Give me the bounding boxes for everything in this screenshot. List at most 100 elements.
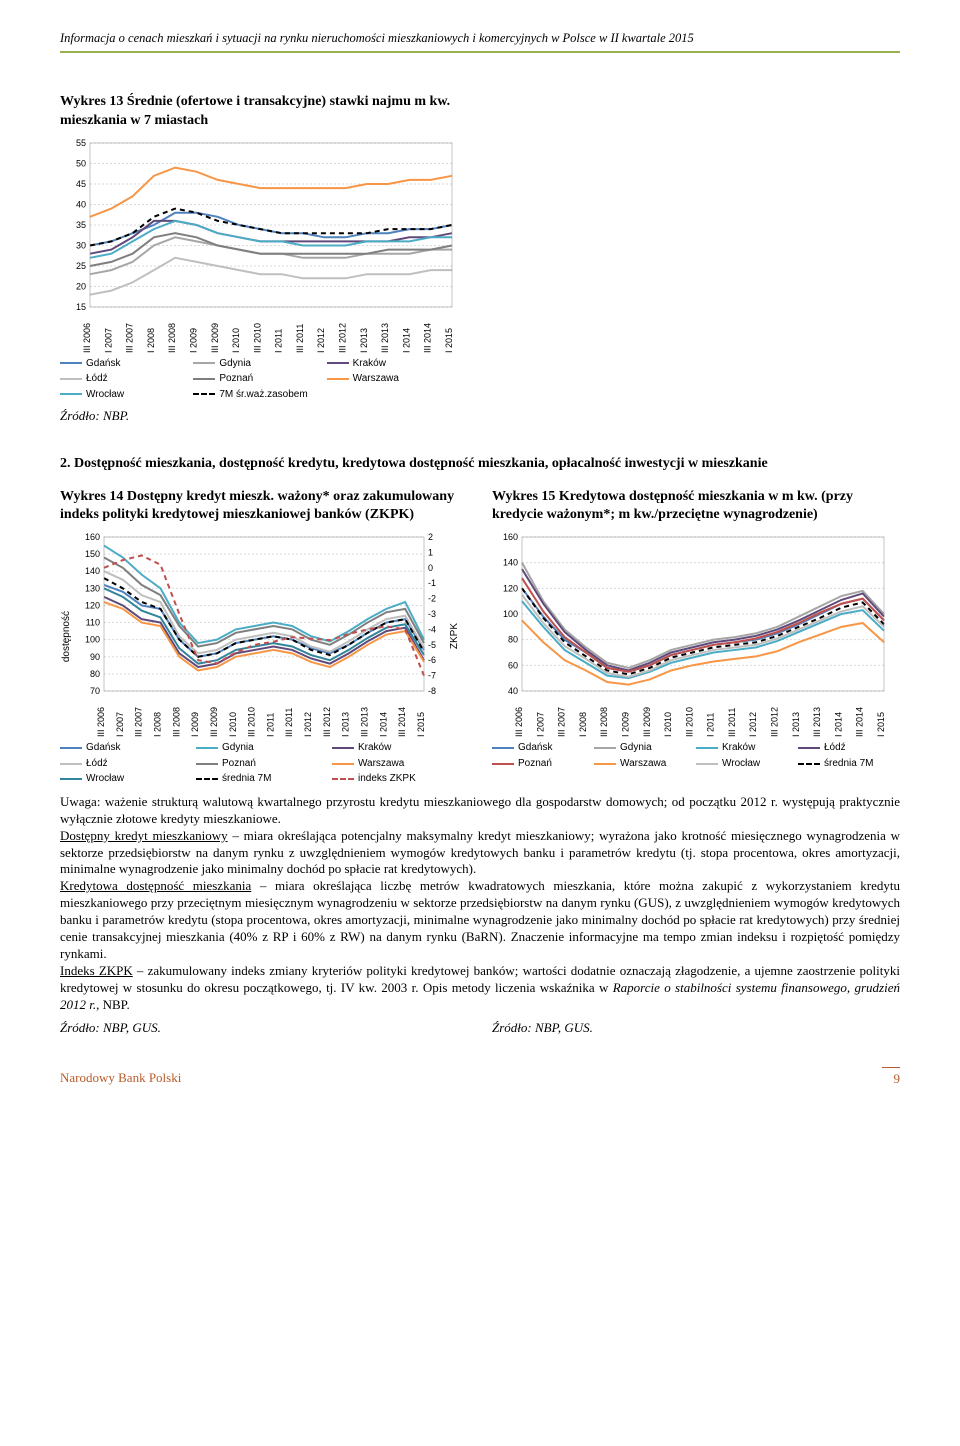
chart-14-source: Źródło: NBP, GUS. [60,1019,468,1037]
svg-text:2: 2 [428,532,433,542]
svg-text:100: 100 [84,635,99,645]
svg-text:100: 100 [503,609,518,619]
svg-text:I 2007: I 2007 [103,328,113,353]
page-footer: Narodowy Bank Polski 9 [60,1067,900,1088]
svg-text:130: 130 [84,584,99,594]
legend-item: Warszawa [594,757,696,771]
legend-item: Łódź [60,757,196,771]
chart-13-legend: GdańskGdyniaKrakówŁódźPoznańWarszawaWroc… [60,357,460,404]
svg-text:35: 35 [76,220,86,230]
svg-text:III 2007: III 2007 [557,707,567,737]
legend-item: Kraków [327,357,460,371]
legend-item: Łódź [798,741,900,755]
svg-text:-4: -4 [428,625,436,635]
svg-text:40: 40 [76,199,86,209]
svg-text:55: 55 [76,138,86,148]
svg-text:III 2011: III 2011 [284,708,294,737]
svg-text:-3: -3 [428,609,436,619]
svg-text:160: 160 [503,532,518,542]
svg-text:I 2015: I 2015 [444,328,454,353]
svg-text:80: 80 [89,669,99,679]
svg-text:I 2015: I 2015 [416,712,426,737]
legend-swatch [798,763,820,765]
chart-15: Wykres 15 Kredytowa dostępność mieszkani… [492,488,900,788]
legend-item: Kraków [696,741,798,755]
legend-item [327,388,460,402]
svg-text:III 2013: III 2013 [359,707,369,737]
svg-text:80: 80 [508,635,518,645]
legend-label: Łódź [824,741,846,755]
svg-text:60: 60 [508,661,518,671]
svg-text:25: 25 [76,261,86,271]
legend-item: Poznań [193,372,326,386]
svg-text:III 2013: III 2013 [380,323,390,353]
chart-14-ylabel-left: dostępność [60,611,74,662]
svg-text:50: 50 [76,158,86,168]
notes-paragraph: Uwaga: ważenie strukturą walutową kwarta… [60,794,900,1014]
svg-text:I 2007: I 2007 [114,712,124,737]
page-header: Informacja o cenach mieszkań i sytuacji … [60,30,900,53]
svg-text:III 2009: III 2009 [208,707,218,737]
svg-text:110: 110 [85,618,99,628]
svg-text:I 2008: I 2008 [152,712,162,737]
legend-item: średnia 7M [196,772,332,786]
chart-14: Wykres 14 Dostępny kredyt mieszk. ważony… [60,488,468,788]
svg-text:30: 30 [76,240,86,250]
chart-13-svg: 152025303540455055III 2006I 2007III 2007… [60,137,460,357]
svg-text:I 2014: I 2014 [833,712,843,737]
chart-15-title: Wykres 15 Kredytowa dostępność mieszkani… [492,488,900,526]
legend-item: Gdańsk [60,741,196,755]
legend-label: Gdynia [620,741,652,755]
legend-item: Gdańsk [492,741,594,755]
svg-text:III 2007: III 2007 [125,323,135,353]
svg-text:-8: -8 [428,686,436,696]
svg-text:I 2013: I 2013 [791,712,801,737]
legend-label: Poznań [518,757,552,771]
legend-swatch [492,747,514,749]
svg-text:III 2010: III 2010 [246,707,256,737]
chart-13-source: Źródło: NBP. [60,407,460,425]
svg-text:I 2011: I 2011 [265,713,275,737]
legend-item: średnia 7M [798,757,900,771]
svg-text:140: 140 [84,567,99,577]
svg-text:20: 20 [76,281,86,291]
svg-text:III 2009: III 2009 [642,707,652,737]
svg-text:III 2008: III 2008 [599,707,609,737]
svg-text:III 2006: III 2006 [514,707,524,737]
svg-text:120: 120 [503,584,518,594]
term-dostepny-kredyt: Dostępny kredyt mieszkaniowy [60,828,228,843]
legend-item: Kraków [332,741,468,755]
legend-swatch [696,763,718,765]
svg-text:III 2010: III 2010 [252,323,262,353]
legend-item: Gdynia [193,357,326,371]
legend-label: Warszawa [620,757,666,771]
svg-text:I 2009: I 2009 [190,712,200,737]
svg-text:I 2010: I 2010 [663,712,673,737]
legend-item: Poznań [492,757,594,771]
chart-14-svg: 708090100110120130140150160-8-7-6-5-4-3-… [76,531,446,741]
svg-text:I 2008: I 2008 [146,328,156,353]
svg-text:III 2009: III 2009 [210,323,220,353]
legend-swatch [594,747,616,749]
svg-text:90: 90 [89,652,99,662]
legend-label: Gdańsk [518,741,552,755]
svg-text:45: 45 [76,179,86,189]
legend-item: Gdańsk [60,357,193,371]
svg-text:-2: -2 [428,594,436,604]
svg-text:I 2010: I 2010 [227,712,237,737]
svg-text:120: 120 [84,601,99,611]
legend-item: Wrocław [60,388,193,402]
legend-item: Warszawa [327,372,460,386]
svg-text:I 2010: I 2010 [231,328,241,353]
chart-13: Wykres 13 Średnie (ofertowe i transakcyj… [60,93,460,425]
page-number: 9 [882,1067,900,1088]
svg-text:I 2014: I 2014 [378,712,388,737]
svg-text:I 2013: I 2013 [340,712,350,737]
svg-text:I 2014: I 2014 [401,328,411,353]
svg-text:-7: -7 [428,671,436,681]
svg-text:160: 160 [84,532,99,542]
legend-item: Gdynia [594,741,696,755]
footer-left: Narodowy Bank Polski [60,1069,181,1087]
svg-text:15: 15 [76,302,86,312]
legend-item: Warszawa [332,757,468,771]
